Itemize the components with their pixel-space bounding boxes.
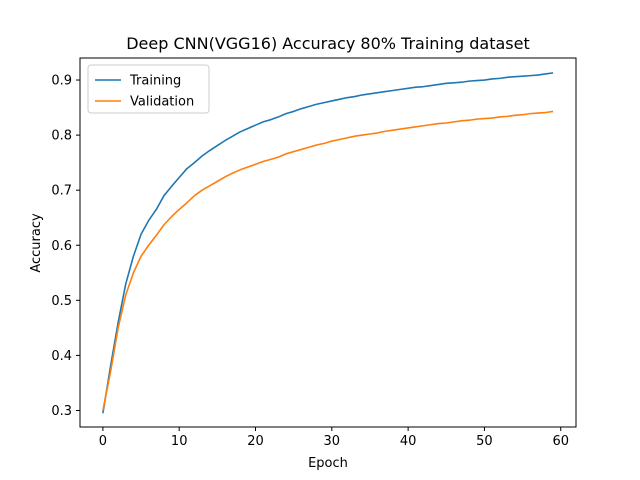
legend-label-training: Training: [129, 74, 181, 89]
series-line-training: [102, 72, 554, 414]
series-line-validation: [102, 110, 554, 411]
y-tick-label: 0.5: [51, 294, 72, 309]
x-tick-label: 20: [247, 434, 264, 449]
x-tick-label: 10: [171, 434, 188, 449]
x-tick-label: 0: [99, 434, 107, 449]
y-tick-label: 0.9: [51, 74, 72, 89]
y-tick-label: 0.7: [51, 184, 72, 199]
x-tick-label: 50: [476, 434, 493, 449]
x-tick-label: 60: [552, 434, 569, 449]
y-tick-label: 0.6: [51, 239, 72, 254]
y-tick-label: 0.4: [51, 349, 72, 364]
chart-title: Deep CNN(VGG16) Accuracy 80% Training da…: [126, 34, 530, 53]
plot-area: 0 10 20 30 40 50 60 0.3 0.4 0.5 0.6 0.7 0.8 0.9 Traini…: [51, 57, 577, 449]
x-tick-label: 30: [324, 434, 341, 449]
y-tick-label: 0.8: [51, 129, 72, 144]
y-axis-label: Accuracy: [29, 213, 44, 273]
legend-label-validation: Validation: [130, 95, 194, 110]
y-tick-label: 0.3: [51, 404, 72, 419]
axes-frame: [79, 57, 577, 428]
x-axis-label: Epoch: [308, 456, 348, 471]
x-tick-label: 40: [400, 434, 417, 449]
